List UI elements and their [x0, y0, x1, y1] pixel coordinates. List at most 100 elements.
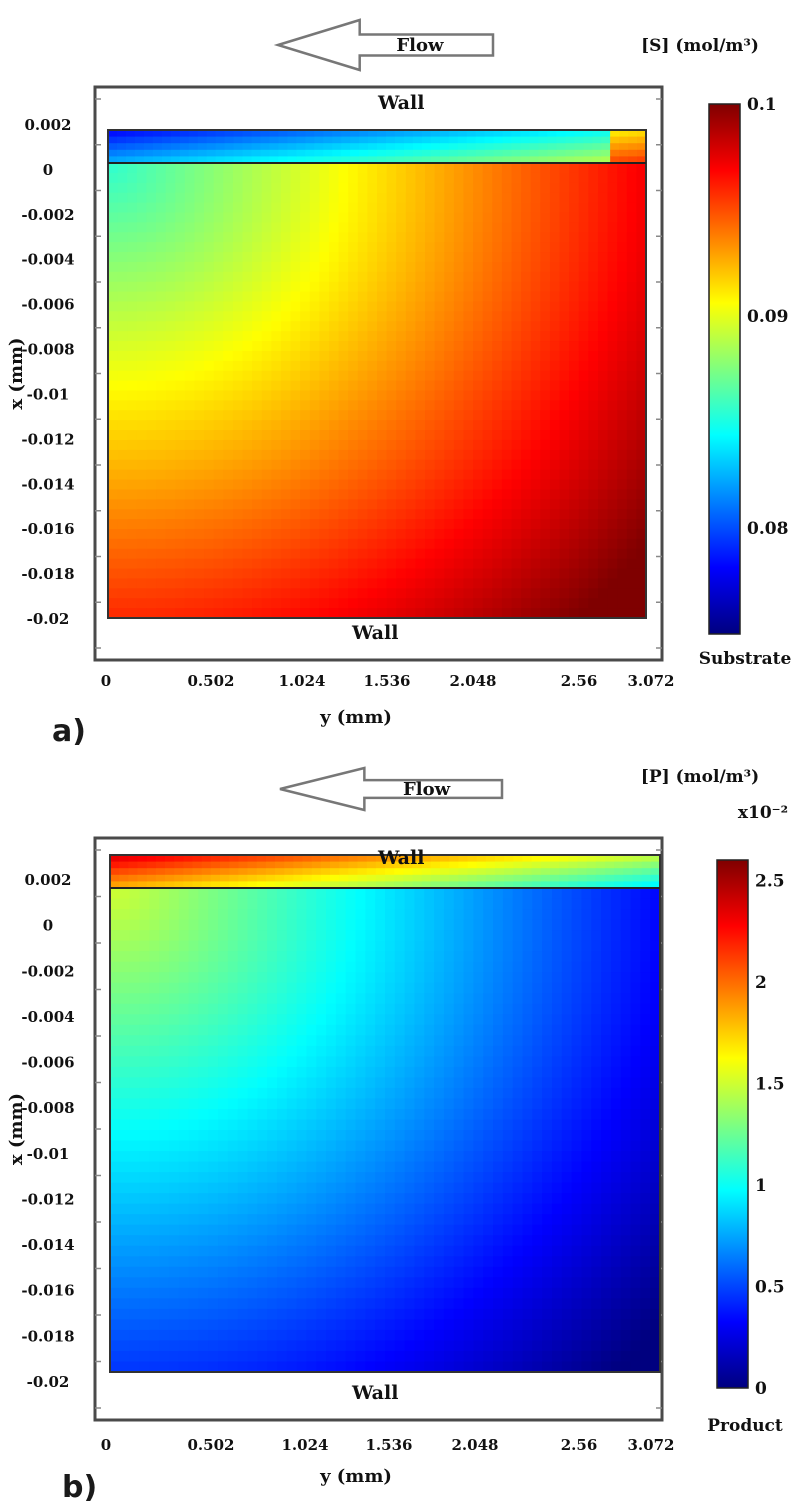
channel-cell — [305, 143, 315, 151]
heatmap-cell — [316, 972, 327, 984]
heatmap-cell — [165, 469, 176, 481]
heatmap-cell — [463, 1003, 474, 1015]
heatmap-cell — [453, 370, 465, 382]
heatmap-cell — [355, 909, 366, 921]
heatmap-cell — [110, 888, 121, 900]
heatmap-cell — [415, 489, 426, 500]
heatmap-cell — [237, 1340, 249, 1352]
heatmap-cell — [434, 1172, 445, 1184]
heatmap-cell — [385, 930, 396, 942]
heatmap-cell — [296, 1087, 308, 1100]
heatmap-cell — [218, 1277, 229, 1289]
heatmap-cell — [286, 1077, 298, 1089]
heatmap-cell — [261, 390, 272, 401]
heatmap-cell — [424, 1319, 435, 1331]
heatmap-cell — [473, 1161, 484, 1173]
heatmap-cell — [394, 1045, 406, 1057]
heatmap-cell — [328, 588, 340, 599]
heatmap-cell — [453, 951, 465, 963]
heatmap-cell — [493, 1308, 504, 1320]
heatmap-cell — [117, 232, 128, 243]
heatmap-cell — [328, 252, 340, 263]
heatmap-cell — [473, 1056, 484, 1068]
heatmap-cell — [271, 172, 282, 184]
heatmap-cell — [316, 1003, 327, 1015]
heatmap-cell — [257, 1235, 268, 1247]
heatmap-cell — [396, 222, 407, 233]
heatmap-cell — [607, 568, 618, 580]
channel-cell — [125, 143, 136, 151]
heatmap-cell — [306, 1140, 317, 1152]
heatmap-cell — [404, 1003, 416, 1015]
heatmap-cell — [501, 459, 513, 471]
heatmap-cell — [276, 1256, 288, 1268]
heatmap-cell — [405, 380, 417, 392]
heatmap-cell — [271, 459, 282, 471]
heatmap-cell — [483, 1277, 494, 1289]
heatmap-cell — [237, 930, 249, 942]
heatmap-cell — [483, 1245, 494, 1257]
heatmap-cell — [338, 548, 349, 560]
heatmap-cell — [434, 1214, 445, 1226]
heatmap-cell — [415, 420, 426, 431]
heatmap-cell — [493, 1014, 504, 1026]
x-tick-label: 2.048 — [450, 672, 497, 690]
heatmap-cell — [276, 1329, 288, 1342]
heatmap-cell — [414, 1224, 425, 1236]
heatmap-cell — [271, 182, 282, 194]
heatmap-cell — [463, 519, 474, 530]
heatmap-cell — [453, 1193, 465, 1205]
heatmap-cell — [405, 202, 417, 214]
heatmap-cell — [549, 390, 561, 401]
heatmap-cell — [424, 1130, 435, 1142]
heatmap-cell — [208, 1045, 219, 1057]
heatmap-cell — [286, 1119, 298, 1131]
channel-cell — [278, 130, 288, 138]
heatmap-cell — [309, 538, 320, 550]
heatmap-cell — [443, 1182, 455, 1194]
heatmap-cell — [532, 993, 543, 1005]
heatmap-cell — [617, 271, 628, 283]
heatmap-cell — [335, 1256, 347, 1268]
heatmap-cell — [252, 410, 263, 421]
heatmap-cell — [345, 940, 357, 952]
heatmap-cell — [328, 182, 340, 194]
heatmap-cell — [213, 182, 224, 194]
heatmap-cell — [404, 1224, 416, 1236]
heatmap-cell — [271, 242, 282, 253]
heatmap-cell — [184, 360, 196, 372]
heatmap-cell — [434, 578, 445, 589]
heatmap-cell — [237, 1077, 249, 1089]
heatmap-cell — [326, 1182, 337, 1194]
heatmap-cell — [482, 390, 493, 401]
heatmap-cell — [540, 252, 551, 263]
heatmap-cell — [326, 1329, 337, 1342]
heatmap-cell — [261, 172, 272, 184]
heatmap-cell — [159, 919, 170, 931]
heatmap-cell — [493, 1329, 504, 1342]
heatmap-cell — [149, 982, 160, 994]
heatmap-cell — [290, 331, 301, 342]
heatmap-cell — [198, 1119, 209, 1131]
heatmap-cell — [501, 271, 513, 283]
heatmap-cell — [267, 1172, 278, 1184]
heatmap-cell — [530, 439, 541, 451]
channel-cell — [224, 136, 235, 144]
heatmap-cell — [139, 1014, 150, 1026]
heatmap-cell — [119, 1087, 131, 1100]
heatmap-cell — [188, 1203, 199, 1215]
heatmap-cell — [493, 1024, 504, 1036]
channel-cell — [224, 149, 235, 157]
heatmap-cell — [501, 370, 513, 382]
heatmap-cell — [512, 982, 524, 994]
heatmap-cell — [424, 1066, 435, 1078]
heatmap-cell — [386, 301, 397, 312]
heatmap-cell — [159, 1245, 170, 1257]
channel-cell — [108, 130, 118, 138]
channel-cell — [287, 156, 297, 164]
heatmap-cell — [532, 1024, 543, 1036]
heatmap-cell — [404, 898, 416, 910]
heatmap-cell — [626, 499, 637, 510]
heatmap-cell — [165, 459, 176, 471]
heatmap-cell — [483, 1319, 494, 1331]
